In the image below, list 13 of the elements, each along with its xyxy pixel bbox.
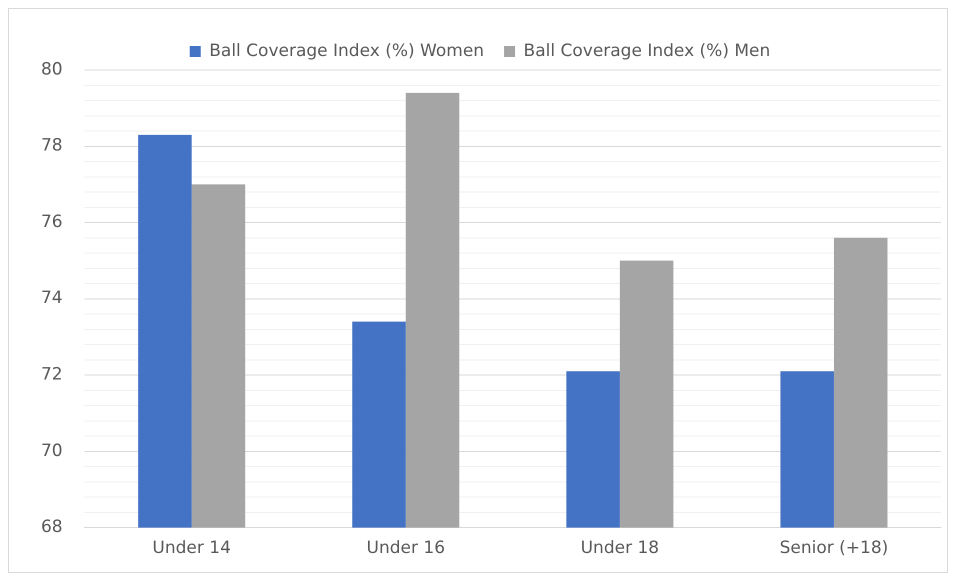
legend-label: Ball Coverage Index (%) Women xyxy=(209,40,484,61)
x-tick-label: Under 16 xyxy=(366,538,446,558)
x-tick-label: Under 14 xyxy=(152,538,231,558)
y-tick-label: 80 xyxy=(40,59,63,80)
y-tick-label: 72 xyxy=(40,364,63,384)
x-tick-label: Under 18 xyxy=(580,538,660,558)
y-tick-label: 68 xyxy=(40,517,63,538)
x-tick-label: Senior (+18) xyxy=(780,538,888,558)
y-tick-label: 78 xyxy=(40,136,63,156)
y-tick-label: 74 xyxy=(40,288,63,308)
y-tick-label: 70 xyxy=(40,440,63,461)
y-tick-label: 76 xyxy=(40,212,63,232)
legend-label: Ball Coverage Index (%) Men xyxy=(524,40,770,61)
